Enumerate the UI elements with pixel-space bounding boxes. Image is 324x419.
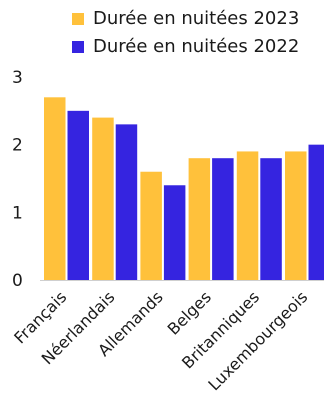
legend-item-2022: Durée en nuitées 2022 [72, 33, 299, 61]
y-tick-label-0: 0 [12, 271, 23, 291]
bar-2022-2 [163, 185, 186, 280]
bar-2023-1 [92, 117, 114, 280]
y-tick-label-1: 1 [12, 203, 23, 223]
bar-2022-1 [115, 124, 138, 280]
bar-2023-4 [236, 151, 259, 280]
legend-item-2023: Durée en nuitées 2023 [72, 5, 299, 33]
bar-2023-5 [285, 151, 307, 280]
bar-2022-4 [260, 158, 282, 280]
bar-2022-3 [212, 158, 234, 280]
legend-label-2023: Durée en nuitées 2023 [93, 8, 300, 29]
y-tick-label-3: 3 [12, 68, 23, 88]
chart-legend: Durée en nuitées 2023 Durée en nuitées 2… [72, 5, 299, 61]
y-tick-label-2: 2 [12, 136, 23, 156]
bar-2022-5 [308, 144, 324, 280]
bar-2023-0 [44, 97, 66, 280]
legend-swatch-2022 [72, 41, 84, 53]
legend-swatch-2023 [72, 13, 84, 25]
legend-label-2022: Durée en nuitées 2022 [93, 36, 300, 57]
bar-2022-0 [67, 110, 89, 280]
bar-2023-2 [140, 171, 162, 280]
bar-2023-3 [188, 158, 211, 280]
